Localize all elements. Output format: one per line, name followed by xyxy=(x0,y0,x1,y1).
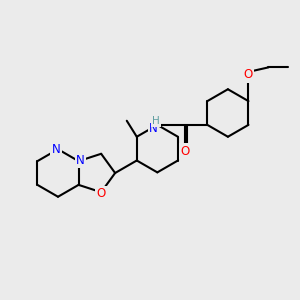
Text: O: O xyxy=(244,68,253,81)
Text: N: N xyxy=(149,122,158,135)
Text: N: N xyxy=(52,143,60,156)
Text: H: H xyxy=(152,116,160,126)
Text: O: O xyxy=(180,145,190,158)
Text: N: N xyxy=(76,154,85,166)
Text: O: O xyxy=(97,187,106,200)
